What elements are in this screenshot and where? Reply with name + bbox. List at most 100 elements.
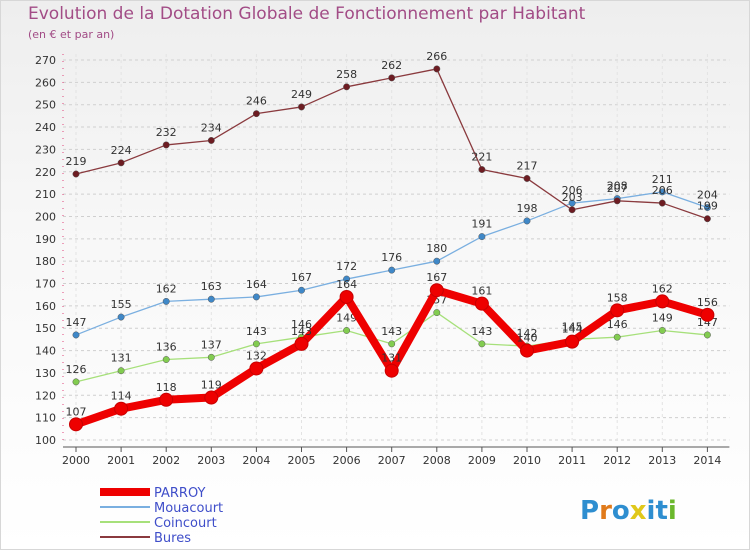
data-point-bures	[162, 141, 170, 149]
data-label-coincourt: 146	[291, 318, 312, 331]
data-label-bures: 234	[201, 121, 222, 134]
data-point-parroy	[114, 401, 129, 416]
data-point-mouacourt	[478, 233, 486, 241]
legend-label-coincourt: Coincourt	[154, 516, 217, 531]
data-label-mouacourt: 167	[291, 271, 312, 284]
x-tick-label: 2011	[558, 454, 586, 467]
data-label-bures: 249	[291, 88, 312, 101]
x-tick-label: 2008	[423, 454, 451, 467]
y-tick-label: 200	[35, 210, 56, 223]
data-point-parroy	[159, 392, 174, 407]
data-point-bures	[478, 166, 486, 173]
legend-label-parroy: PARROY	[154, 486, 205, 501]
data-label-coincourt: 143	[471, 325, 492, 338]
chart-subtitle: (en € et par an)	[28, 28, 115, 41]
data-label-parroy: 114	[111, 390, 132, 403]
data-point-parroy	[565, 334, 580, 349]
data-label-coincourt: 126	[66, 363, 87, 376]
data-point-coincourt	[433, 309, 441, 317]
y-tick-label: 170	[35, 278, 56, 291]
data-point-bures	[298, 103, 305, 111]
data-label-parroy: 162	[652, 282, 673, 295]
legend-label-mouacourt: Mouacourt	[154, 501, 223, 516]
data-label-bures: 219	[66, 155, 87, 168]
data-point-coincourt	[207, 353, 215, 361]
data-point-bures	[207, 137, 215, 144]
data-point-mouacourt	[207, 295, 215, 303]
data-label-parroy: 140	[517, 332, 538, 345]
x-tick-label: 2009	[468, 454, 496, 467]
data-point-bures	[703, 215, 711, 223]
data-label-mouacourt: 204	[697, 189, 718, 202]
data-label-mouacourt: 198	[517, 202, 538, 215]
data-point-bures	[613, 197, 621, 205]
y-tick-label: 180	[35, 255, 56, 268]
data-label-bures: 206	[652, 184, 673, 197]
y-tick-label: 250	[35, 99, 56, 112]
data-point-coincourt	[613, 333, 621, 341]
data-label-bures: 262	[381, 59, 402, 72]
data-label-bures: 207	[607, 182, 628, 195]
data-point-parroy	[249, 361, 264, 376]
y-tick-label: 130	[35, 367, 56, 380]
data-point-mouacourt	[162, 297, 170, 305]
x-tick-label: 2005	[288, 454, 316, 467]
data-point-parroy	[69, 417, 83, 432]
data-point-parroy	[610, 303, 625, 318]
data-label-parroy: 107	[66, 405, 87, 418]
data-point-mouacourt	[568, 199, 576, 207]
x-tick-label: 2014	[693, 454, 721, 467]
data-label-parroy: 167	[426, 271, 447, 284]
data-label-parroy: 132	[246, 349, 267, 362]
x-tick-label: 2001	[107, 454, 135, 467]
data-point-mouacourt	[523, 217, 531, 225]
data-label-mouacourt: 172	[336, 260, 357, 273]
data-label-bures: 258	[336, 68, 357, 81]
data-point-coincourt	[117, 367, 125, 375]
x-tick-label: 2013	[648, 454, 676, 467]
y-tick-label: 220	[35, 166, 56, 179]
x-tick-label: 2002	[152, 454, 180, 467]
data-point-coincourt	[343, 327, 351, 334]
data-point-coincourt	[703, 331, 711, 339]
data-label-parroy: 118	[156, 381, 177, 394]
data-label-coincourt: 146	[607, 318, 628, 331]
data-label-bures: 266	[426, 50, 447, 63]
data-label-bures: 199	[697, 200, 718, 213]
data-label-coincourt: 145	[562, 320, 583, 333]
data-label-bures: 217	[517, 159, 538, 172]
data-point-parroy	[700, 307, 715, 322]
data-point-bures	[433, 65, 441, 73]
y-tick-label: 190	[35, 233, 56, 246]
data-point-mouacourt	[252, 293, 260, 301]
data-label-bures: 232	[156, 126, 177, 139]
data-point-coincourt	[252, 340, 260, 348]
data-point-bures	[388, 74, 396, 82]
data-label-mouacourt: 211	[652, 173, 673, 186]
data-label-coincourt: 149	[336, 311, 357, 324]
data-label-parroy: 119	[201, 379, 222, 392]
x-tick-label: 2004	[242, 454, 270, 467]
data-label-mouacourt: 180	[426, 242, 447, 255]
data-label-parroy: 156	[697, 296, 718, 309]
data-label-coincourt: 143	[381, 325, 402, 338]
data-label-coincourt: 137	[201, 338, 222, 351]
y-tick-label: 210	[35, 188, 56, 201]
data-label-parroy: 158	[607, 291, 628, 304]
data-label-mouacourt: 163	[201, 280, 222, 293]
data-label-coincourt: 142	[517, 327, 538, 340]
data-label-mouacourt: 176	[381, 251, 402, 264]
data-label-mouacourt: 147	[66, 316, 87, 329]
data-point-bures	[658, 199, 666, 207]
y-tick-label: 100	[35, 434, 56, 447]
x-tick-label: 2000	[62, 454, 90, 467]
y-tick-label: 260	[35, 76, 56, 89]
y-tick-label: 140	[35, 345, 56, 358]
x-tick-label: 2012	[603, 454, 631, 467]
data-label-mouacourt: 191	[471, 218, 492, 231]
data-point-parroy	[655, 294, 670, 309]
data-point-parroy	[384, 363, 399, 378]
data-point-mouacourt	[117, 313, 125, 321]
